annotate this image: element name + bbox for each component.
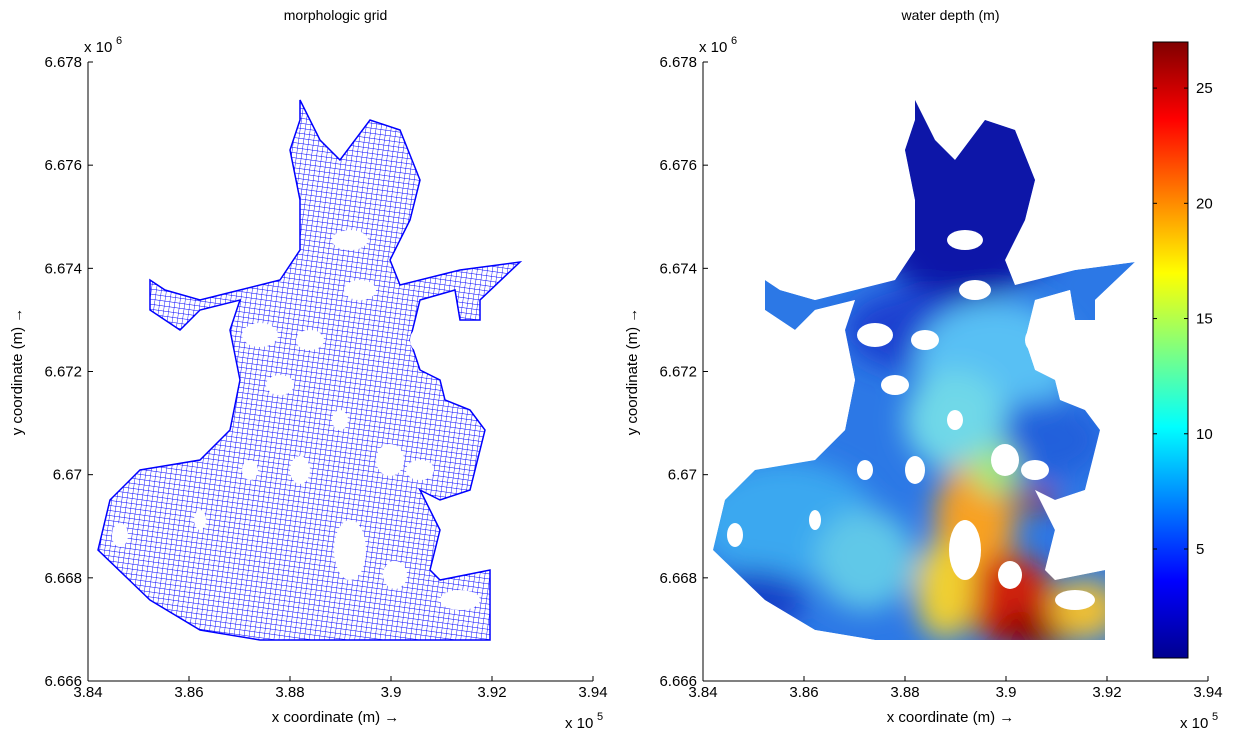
colorbar-tick-label: 15 — [1196, 311, 1213, 328]
mesh-region — [97, 99, 523, 641]
x-tick-label: 3.86 — [174, 684, 203, 701]
x-axis-label: x coordinate (m) → — [272, 709, 400, 726]
y-tick-label: 6.668 — [659, 570, 697, 587]
dry-area — [809, 510, 821, 530]
y-tick-label: 6.666 — [659, 673, 697, 690]
depth-blob — [815, 510, 915, 610]
dry-area — [332, 230, 368, 250]
depth-blobs — [713, 100, 1120, 640]
y-tick-label: 6.67 — [668, 467, 697, 484]
colorbar-tick-label: 5 — [1196, 541, 1204, 558]
y-tick-label: 6.678 — [44, 54, 82, 71]
dry-area — [296, 330, 324, 350]
dry-area — [344, 280, 376, 300]
y-tick-label: 6.676 — [44, 157, 82, 174]
dry-area — [410, 328, 430, 352]
depth-blob — [713, 570, 805, 630]
y-tick-label: 6.672 — [659, 364, 697, 381]
dry-area — [949, 520, 981, 580]
x-tick-label: 3.86 — [789, 684, 818, 701]
y-scale-power: 6 — [731, 35, 737, 47]
x-scale-base: x 10 — [1180, 715, 1208, 732]
colorbar-tick-label: 10 — [1196, 426, 1213, 443]
x-tick-label: 3.9 — [996, 684, 1017, 701]
y-tick-label: 6.668 — [44, 570, 82, 587]
y-tick-label: 6.676 — [659, 157, 697, 174]
dry-area — [959, 280, 991, 300]
dry-area — [112, 523, 128, 547]
dry-area — [1055, 590, 1095, 610]
y-scale-base: x 10 — [699, 39, 727, 56]
colorbar-tick-label: 20 — [1196, 195, 1213, 212]
dry-area — [947, 410, 963, 430]
dry-area — [991, 444, 1019, 476]
dry-area — [911, 330, 939, 350]
depth-field — [713, 100, 1135, 640]
dry-area — [290, 456, 310, 484]
y-axis-label: y coordinate (m) → — [624, 308, 641, 436]
x-tick-label: 3.94 — [578, 684, 607, 701]
x-axis-label: x coordinate (m) → — [887, 709, 1015, 726]
dry-area — [242, 460, 258, 480]
y-scale-power: 6 — [116, 35, 122, 47]
dry-area — [1025, 328, 1045, 352]
dry-area — [998, 561, 1022, 589]
y-tick-label: 6.674 — [659, 260, 697, 277]
dry-area — [334, 520, 366, 580]
chart-title: morphologic grid — [284, 7, 388, 23]
depth-blob — [1015, 490, 1055, 510]
y-axis-label: y coordinate (m) → — [9, 308, 26, 436]
depth-blob — [855, 100, 1075, 300]
dry-area — [857, 323, 893, 347]
x-tick-label: 3.84 — [73, 684, 102, 701]
x-tick-label: 3.92 — [477, 684, 506, 701]
dry-area — [440, 590, 480, 610]
x-scale-base: x 10 — [565, 715, 593, 732]
y-tick-label: 6.678 — [659, 54, 697, 71]
panel — [713, 100, 1135, 640]
dry-area — [905, 456, 925, 484]
x-tick-label: 3.92 — [1092, 684, 1121, 701]
y-tick-label: 6.67 — [53, 467, 82, 484]
y-scale-base: x 10 — [84, 39, 112, 56]
dry-area — [242, 323, 278, 347]
depth-blob — [1050, 580, 1120, 640]
dry-area — [857, 460, 873, 480]
dry-area — [376, 444, 404, 476]
y-tick-label: 6.672 — [44, 364, 82, 381]
dry-area — [332, 410, 348, 430]
x-tick-label: 3.94 — [1193, 684, 1222, 701]
y-tick-label: 6.666 — [44, 673, 82, 690]
x-tick-label: 3.88 — [275, 684, 304, 701]
x-tick-label: 3.9 — [381, 684, 402, 701]
x-scale-power: 5 — [597, 711, 603, 723]
dry-area — [727, 523, 743, 547]
x-tick-label: 3.88 — [890, 684, 919, 701]
colorbar — [1152, 41, 1189, 659]
dry-area — [406, 460, 434, 480]
dry-area — [881, 375, 909, 395]
dry-area — [947, 230, 983, 250]
x-scale-power: 5 — [1212, 711, 1218, 723]
colorbar-tick-label: 25 — [1196, 80, 1213, 97]
dry-area — [266, 375, 294, 395]
dry-area — [194, 510, 206, 530]
x-tick-label: 3.84 — [688, 684, 717, 701]
panel — [97, 99, 523, 641]
y-tick-label: 6.674 — [44, 260, 82, 277]
dry-area — [383, 561, 407, 589]
chart-title: water depth (m) — [900, 7, 999, 23]
dry-area — [1021, 460, 1049, 480]
